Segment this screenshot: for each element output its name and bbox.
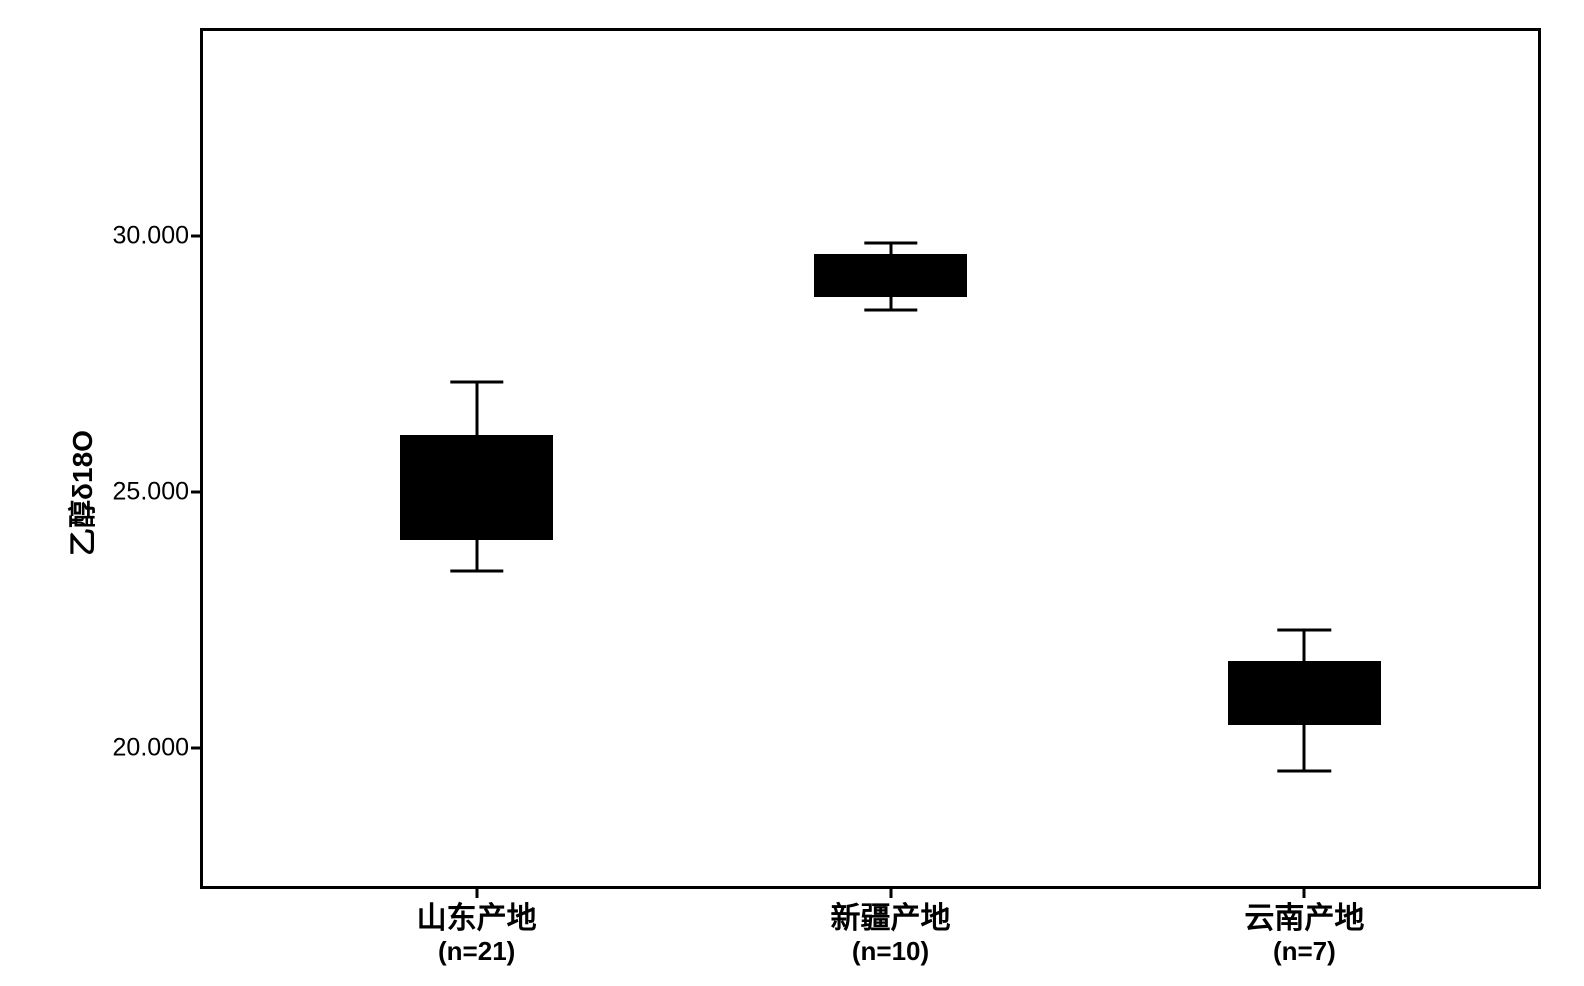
y-tick-label: 20.000 xyxy=(113,733,203,762)
category-n: (n=7) xyxy=(1244,937,1364,967)
whisker-cap xyxy=(864,309,917,312)
whisker-line xyxy=(1303,725,1306,771)
whisker-line xyxy=(889,243,892,253)
y-tick-label: 25.000 xyxy=(113,477,203,506)
category-name: 山东产地 xyxy=(417,902,537,937)
y-tick-label: 30.000 xyxy=(113,221,203,250)
whisker-line xyxy=(475,540,478,571)
whisker-cap xyxy=(1278,629,1331,632)
whisker-cap xyxy=(1278,769,1331,772)
category-n: (n=10) xyxy=(831,937,951,967)
box xyxy=(814,254,968,298)
x-tick-label: 山东产地(n=21) xyxy=(417,886,537,966)
y-axis-label: 乙醇δ18O xyxy=(61,430,101,556)
plot-area: 20.00025.00030.000山东产地(n=21)新疆产地(n=10)云南… xyxy=(200,28,1541,889)
category-n: (n=21) xyxy=(417,937,537,967)
whisker-cap xyxy=(450,570,503,573)
whisker-line xyxy=(1303,630,1306,661)
box xyxy=(400,435,554,540)
whisker-cap xyxy=(864,242,917,245)
category-name: 新疆产地 xyxy=(831,902,951,937)
x-tick-label: 云南产地(n=7) xyxy=(1244,886,1364,966)
whisker-cap xyxy=(450,380,503,383)
x-tick-label: 新疆产地(n=10) xyxy=(831,886,951,966)
whisker-line xyxy=(475,382,478,436)
boxplot-chart: 乙醇δ18O 20.00025.00030.000山东产地(n=21)新疆产地(… xyxy=(0,0,1584,986)
category-name: 云南产地 xyxy=(1244,902,1364,937)
box xyxy=(1228,661,1382,725)
